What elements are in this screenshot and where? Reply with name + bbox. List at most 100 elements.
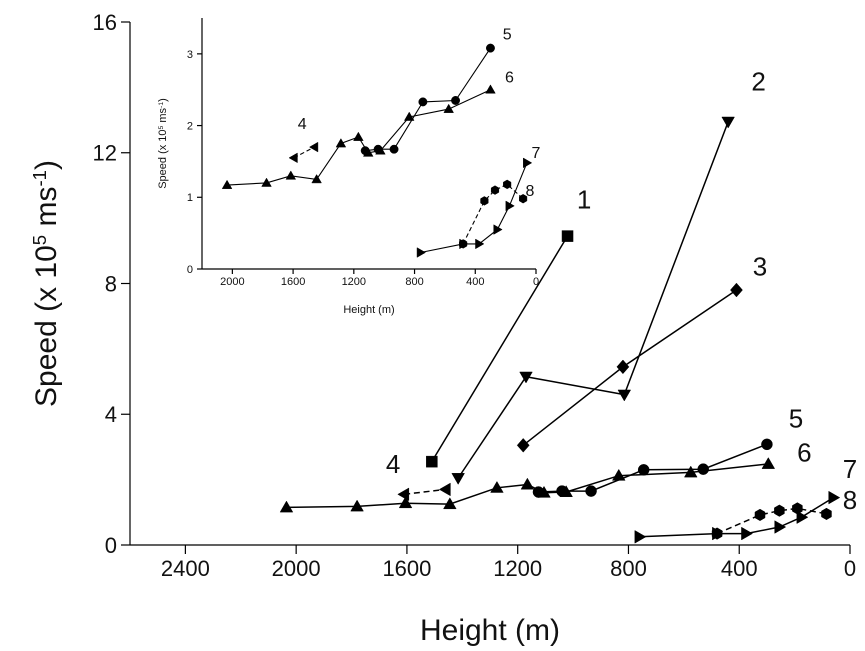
inset-series-4 [288, 141, 319, 164]
main-series-6-point [537, 485, 551, 498]
main-series-3 [516, 282, 743, 453]
main-series-1-line [431, 235, 569, 462]
inset-series-8-point [503, 179, 512, 190]
inset-series-6-point [485, 84, 496, 94]
inset-y-axis-title-part: -1 [158, 102, 165, 108]
main-series-3-point [616, 359, 630, 375]
main-y-axis-title-part: -1 [29, 170, 50, 187]
inset-y-axis-title-part: 5 [158, 125, 165, 129]
inset-series-4-point [288, 152, 298, 164]
main-series-5-point [637, 464, 650, 476]
main-series-label-8: 8 [843, 485, 857, 515]
inset-x-tick-label: 400 [466, 276, 484, 288]
main-series-4-point [438, 482, 451, 497]
main-series-6-point [490, 480, 504, 493]
main-series-8-point [711, 527, 723, 540]
inset-series-8-line [462, 183, 524, 245]
main-series-label-1: 1 [577, 184, 591, 214]
inset-y-axis-title-part: ) [157, 98, 169, 102]
main-series-6 [279, 457, 776, 513]
main-series-6-point [279, 500, 294, 513]
main-y-axis-title-part: ms [30, 187, 63, 235]
main-series-5-point [585, 485, 597, 497]
main-series-label-2: 2 [751, 67, 765, 97]
main-series-8 [711, 502, 832, 540]
inset-series-6-point [403, 111, 415, 121]
main-series-6-point [684, 465, 698, 478]
main-x-tick-label: 1200 [493, 556, 542, 581]
inset-series-8-point [480, 196, 489, 206]
main-x-tick-label: 1600 [382, 556, 431, 581]
inset-series-5 [360, 43, 495, 156]
inset-series-6-point [285, 170, 297, 180]
inset-series-5-point [418, 97, 428, 107]
inset-series-7-point [523, 157, 533, 169]
inset-series-7 [416, 157, 533, 258]
inset-series-8 [459, 179, 528, 249]
main-series-3-line [522, 289, 737, 446]
main-x-tick-label: 2400 [161, 556, 210, 581]
inset-series-6-point [335, 138, 347, 148]
inset-series-label-8: 8 [525, 183, 534, 200]
main-y-tick-label: 12 [93, 141, 117, 166]
main-y-tick-label: 8 [105, 271, 117, 296]
main-series-label-7: 7 [843, 454, 857, 484]
inset-x-tick-label: 1600 [281, 276, 305, 288]
inset-series-7-line [420, 162, 528, 254]
main-x-tick-label: 400 [721, 556, 758, 581]
main-series-2-point [617, 389, 632, 402]
main-series-label-4: 4 [386, 449, 400, 479]
main-y-tick-label: 4 [105, 402, 117, 427]
main-y-axis-title: Speed (x 105 ms-1) [29, 160, 64, 407]
main-series-8-point [774, 504, 785, 517]
main-series-7-point [634, 530, 647, 544]
inset-series-5-point [486, 43, 495, 53]
inset-series-label-4: 4 [298, 116, 307, 133]
inset-x-tick-label: 1200 [342, 276, 366, 288]
inset-series-5-point [389, 144, 399, 154]
inset-series-5-point [451, 96, 460, 105]
inset-y-tick-label: 3 [187, 49, 193, 61]
main-series-7 [634, 490, 841, 544]
main-series-4-point [397, 487, 410, 502]
main-series-2 [451, 116, 735, 485]
main-x-tick-label: 800 [610, 556, 647, 581]
inset-series-7-point [475, 238, 485, 250]
inset-x-tick-label: 0 [533, 276, 539, 288]
main-x-tick-label: 2000 [272, 556, 321, 581]
inset-series-8-point [490, 185, 500, 195]
main-series-1 [426, 230, 574, 468]
main-series-1-point [561, 230, 574, 242]
inset-series-7-point [505, 200, 515, 212]
main-x-tick-label: 0 [844, 556, 856, 581]
inset-y-axis-title: Speed (x 105 ms-1) [157, 98, 169, 189]
inset-series-5-line [365, 47, 491, 152]
main-series-4-line [404, 488, 446, 496]
inset-series-6 [221, 84, 496, 189]
inset-series-4-point [309, 141, 319, 153]
inset-series-6-point [362, 147, 374, 157]
inset-series-7-point [493, 224, 503, 235]
main-series-8-line [716, 507, 827, 535]
main-series-8-point [754, 508, 766, 521]
inset-y-tick-label: 2 [187, 121, 193, 133]
main-series-8-point [821, 507, 832, 521]
inset-x-tick-label: 800 [405, 276, 423, 288]
main-series-8-point [792, 502, 803, 515]
main-series-6-point [398, 496, 413, 509]
main-series-2-point [451, 473, 465, 485]
main-y-axis-title-part: ) [30, 160, 63, 170]
inset-series-8-point [459, 239, 468, 249]
main-y-axis-title-part: 5 [29, 235, 50, 245]
inset-series-label-6: 6 [505, 70, 514, 87]
main-y-tick-label: 0 [105, 533, 117, 558]
main-x-axis-title: Height (m) [420, 614, 560, 647]
inset-y-tick-label: 1 [187, 192, 193, 204]
main-series-6-point [559, 485, 573, 497]
main-series-6-point [612, 468, 626, 481]
inset-x-tick-label: 2000 [220, 276, 244, 288]
inset-x-axis-title: Height (m) [343, 304, 394, 316]
main-series-3-point [730, 282, 743, 298]
inset-series-label-7: 7 [532, 145, 541, 162]
